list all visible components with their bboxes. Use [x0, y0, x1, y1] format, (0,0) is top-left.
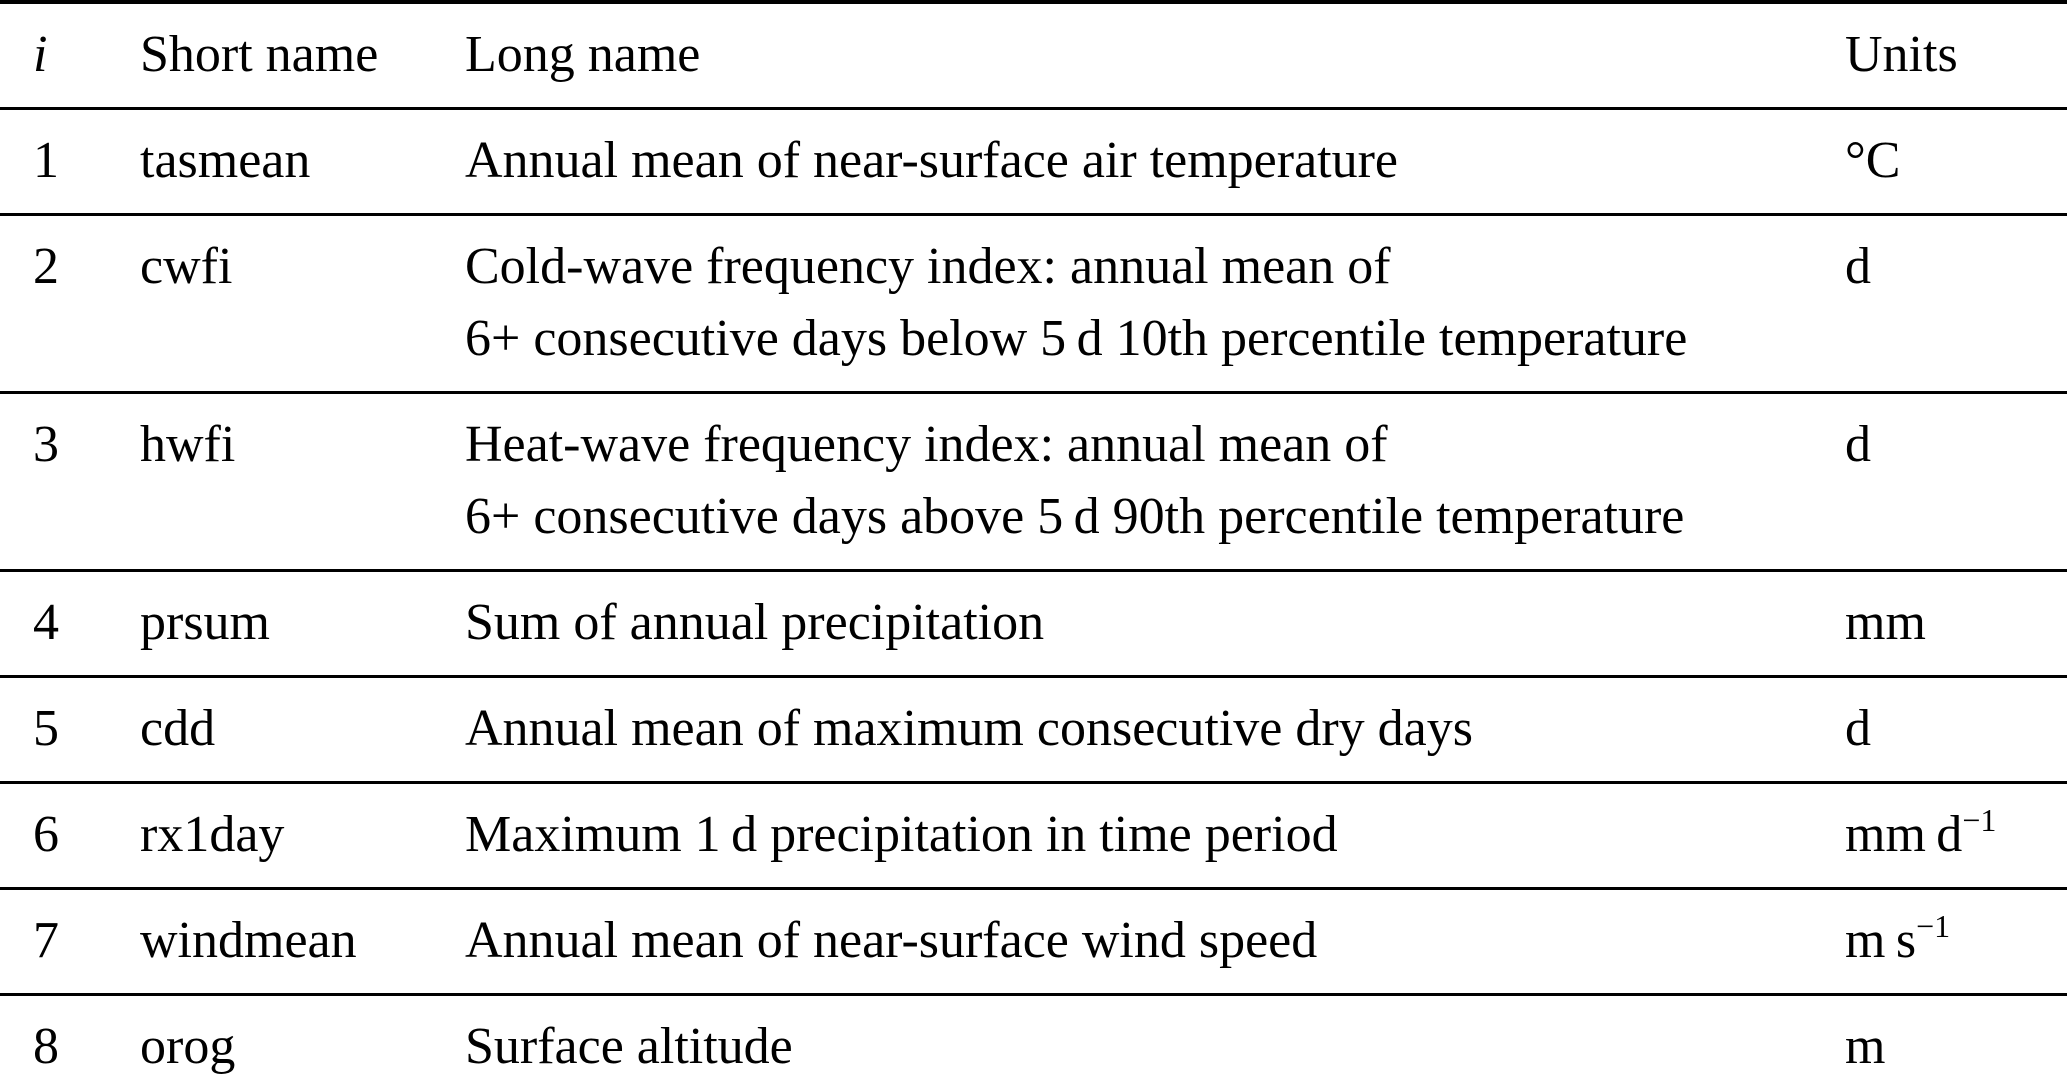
long-name-cell: Surface altitude [432, 995, 1812, 1091]
unit-base: d [1845, 700, 1871, 757]
table-row: 2 cwfi Cold-wave frequency index: annual… [0, 215, 2067, 393]
long-name-line: Annual mean of maximum consecutive dry d… [465, 700, 1473, 757]
index-cell: 5 [33, 700, 59, 757]
table-row: 7 windmean Annual mean of near-surface w… [0, 889, 2067, 995]
long-name-cell: Heat-wave frequency index: annual mean o… [432, 393, 1812, 571]
long-name-line: Cold-wave frequency index: annual mean o… [465, 238, 1391, 295]
units-cell: °C [1812, 109, 2067, 215]
long-name-cell: Maximum 1 d precipitation in time period [432, 783, 1812, 889]
table-row: 6 rx1day Maximum 1 d precipitation in ti… [0, 783, 2067, 889]
index-cell: 6 [33, 806, 59, 863]
units-cell: d [1812, 393, 2067, 571]
short-name-cell: tasmean [140, 132, 311, 189]
unit-base: °C [1845, 132, 1901, 189]
short-name-cell: hwfi [140, 416, 236, 473]
units-cell: m s−1 [1812, 889, 2067, 995]
units-cell: mm d−1 [1812, 783, 2067, 889]
long-name-cell: Annual mean of near-surface air temperat… [432, 109, 1812, 215]
long-name-line: Annual mean of near-surface air temperat… [465, 132, 1399, 189]
unit-base: d [1845, 238, 1871, 295]
unit-base: mm d [1845, 806, 1963, 863]
unit-exponent: −1 [1916, 908, 1951, 944]
short-name-cell: rx1day [140, 806, 285, 863]
header-row: i Short name Long name Units [0, 2, 2067, 109]
index-cell: 4 [33, 594, 59, 651]
table-body: 1 tasmean Annual mean of near-surface ai… [0, 109, 2067, 1091]
long-name-cell: Sum of annual precipitation [432, 571, 1812, 677]
index-cell: 2 [33, 238, 59, 295]
long-name-line: Maximum 1 d precipitation in time period [465, 806, 1338, 863]
index-cell: 3 [33, 416, 59, 473]
long-name-line: 6+ consecutive days below 5 d 10th perce… [465, 310, 1688, 367]
units-cell: d [1812, 677, 2067, 783]
header-index: i [33, 26, 48, 83]
short-name-cell: cdd [140, 700, 216, 757]
long-name-line: Heat-wave frequency index: annual mean o… [465, 416, 1388, 473]
units-cell: m [1812, 995, 2067, 1091]
index-cell: 1 [33, 132, 59, 189]
header-units: Units [1845, 26, 1958, 83]
header-long-name: Long name [465, 26, 701, 83]
table-row: 1 tasmean Annual mean of near-surface ai… [0, 109, 2067, 215]
index-cell: 8 [33, 1018, 59, 1075]
long-name-line: Sum of annual precipitation [465, 594, 1045, 651]
unit-base: d [1845, 416, 1871, 473]
table-row: 8 orog Surface altitude m [0, 995, 2067, 1091]
units-cell: d [1812, 215, 2067, 393]
unit-base: m s [1845, 912, 1917, 969]
unit-exponent: −1 [1962, 802, 1997, 838]
long-name-cell: Annual mean of maximum consecutive dry d… [432, 677, 1812, 783]
long-name-line: Annual mean of near-surface wind speed [465, 912, 1318, 969]
table-row: 3 hwfi Heat-wave frequency index: annual… [0, 393, 2067, 571]
header-short-name: Short name [140, 26, 379, 83]
short-name-cell: orog [140, 1018, 236, 1075]
unit-base: m [1845, 1018, 1886, 1075]
index-cell: 7 [33, 912, 59, 969]
long-name-line: Surface altitude [465, 1018, 793, 1075]
long-name-cell: Cold-wave frequency index: annual mean o… [432, 215, 1812, 393]
unit-base: mm [1845, 594, 1926, 651]
units-cell: mm [1812, 571, 2067, 677]
table-row: 4 prsum Sum of annual precipitation mm [0, 571, 2067, 677]
long-name-cell: Annual mean of near-surface wind speed [432, 889, 1812, 995]
table-row: 5 cdd Annual mean of maximum consecutive… [0, 677, 2067, 783]
table-header: i Short name Long name Units [0, 2, 2067, 109]
short-name-cell: windmean [140, 912, 357, 969]
short-name-cell: cwfi [140, 238, 233, 295]
long-name-line: 6+ consecutive days above 5 d 90th perce… [465, 488, 1685, 545]
short-name-cell: prsum [140, 594, 270, 651]
